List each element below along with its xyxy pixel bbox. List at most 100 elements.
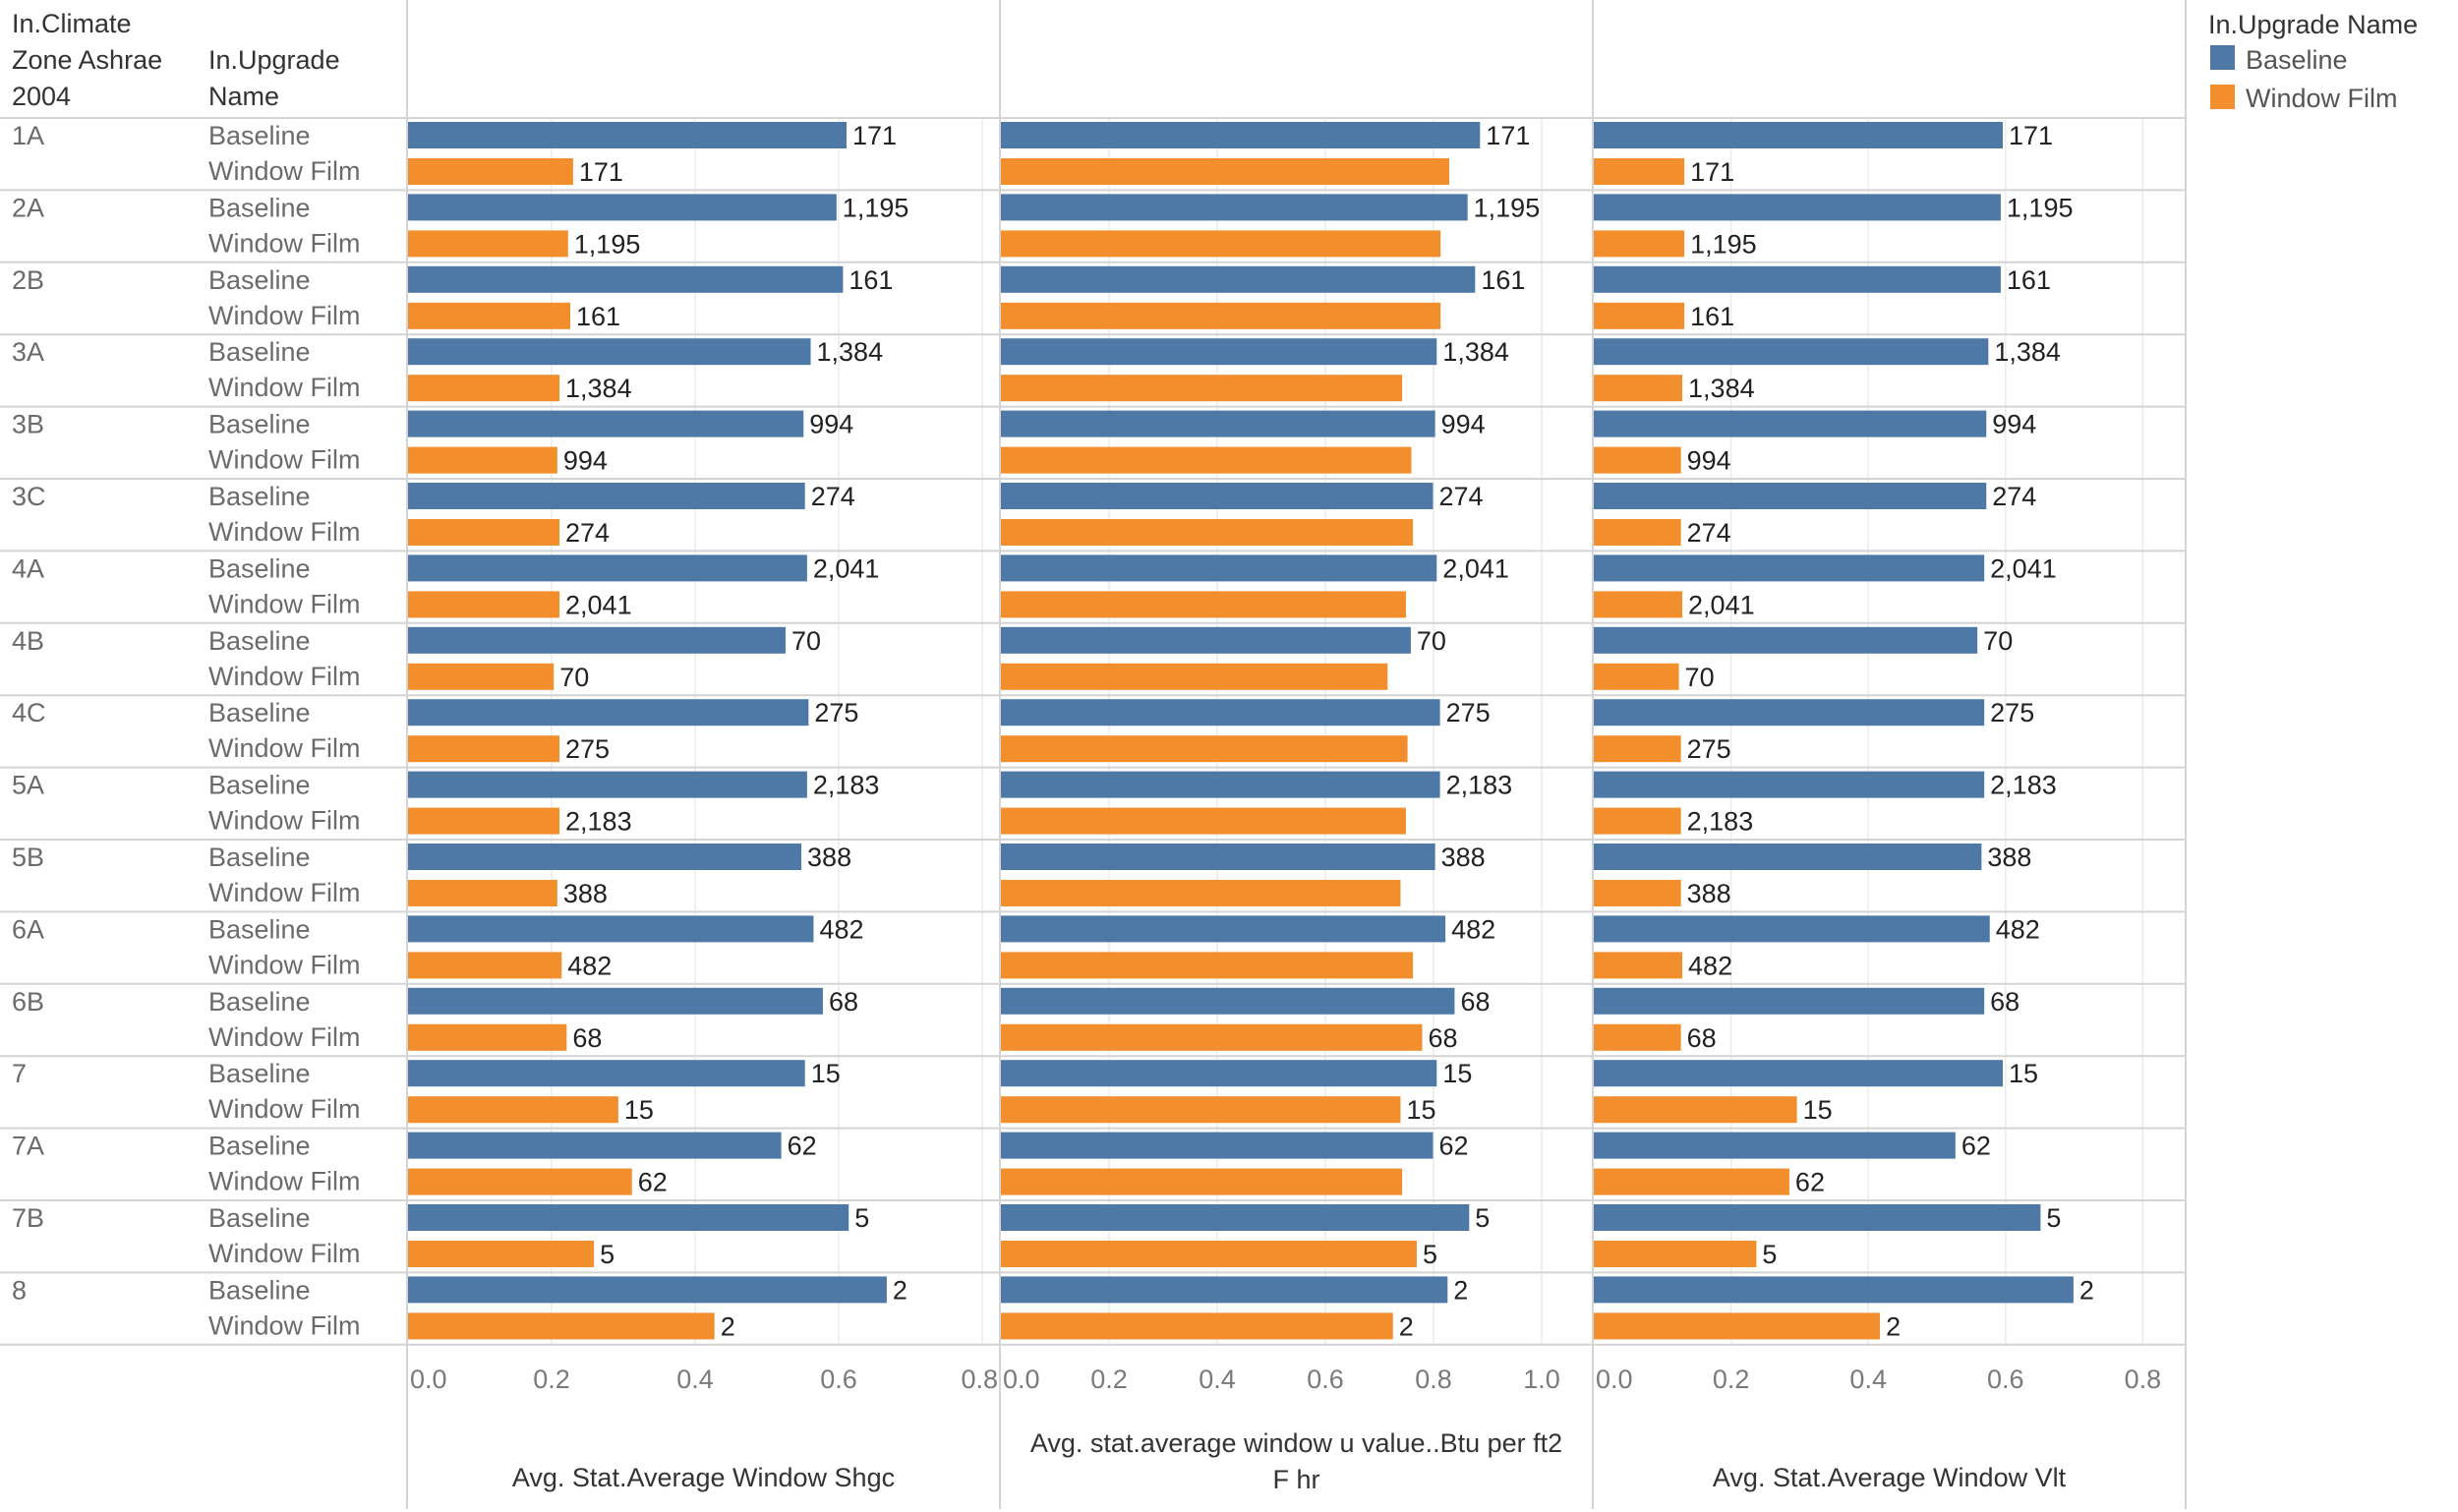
- bar-baseline: [1001, 122, 1481, 148]
- bar-window-film: [1001, 1312, 1393, 1340]
- bar-baseline: [408, 483, 805, 509]
- bar-value-label: 274: [811, 482, 855, 511]
- grid-layer: [551, 118, 2144, 1345]
- bar-value-label: 1,195: [1474, 193, 1541, 222]
- bar-baseline: [408, 915, 814, 943]
- bar-value-label: 274: [1687, 518, 1731, 548]
- upgrade-label: Window Film: [208, 517, 361, 547]
- upgrade-label: Window Film: [208, 445, 361, 475]
- bar-window-film: [1001, 663, 1388, 690]
- bar-value-label: 2,041: [1688, 590, 1755, 619]
- zone-label: 2A: [12, 193, 44, 222]
- bar-value-label: 2: [893, 1275, 907, 1305]
- bar-baseline: [1001, 771, 1440, 798]
- bar-value-label: 2,041: [1990, 553, 2057, 583]
- legend-label-window-film[interactable]: Window Film: [2246, 84, 2398, 113]
- bar-value-label: 171: [579, 157, 623, 187]
- upgrade-label: Baseline: [208, 1203, 311, 1233]
- bar-value-label: 5: [1475, 1203, 1490, 1233]
- bar-baseline: [1001, 915, 1446, 943]
- bar-window-film: [1594, 519, 1681, 546]
- bar-value-label: 68: [1990, 987, 2019, 1017]
- axis-title: F hr: [1272, 1465, 1319, 1494]
- bar-window-film: [408, 230, 568, 258]
- bar-baseline: [1001, 987, 1455, 1015]
- bar-baseline: [1594, 122, 2004, 148]
- axis-tick-label: 0.8: [961, 1365, 998, 1394]
- legend-label-baseline[interactable]: Baseline: [2246, 45, 2348, 75]
- bar-value-label: 68: [829, 987, 858, 1017]
- zone-label: 5A: [12, 771, 44, 800]
- bar-value-label: 171: [1486, 121, 1530, 150]
- bar-value-label: 161: [1481, 265, 1525, 295]
- bar-value-label: 1,384: [565, 374, 632, 403]
- bar-value-label: 388: [563, 879, 608, 908]
- upgrade-label: Window Film: [208, 228, 361, 258]
- upgrade-label: Baseline: [208, 626, 311, 656]
- bar-value-label: 68: [1428, 1023, 1457, 1053]
- zone-label: 7B: [12, 1203, 44, 1233]
- bar-value-label: 994: [1441, 410, 1486, 439]
- bar-baseline: [1594, 843, 1982, 870]
- bar-value-label: 15: [1442, 1059, 1472, 1088]
- bar-value-label: 15: [2009, 1059, 2038, 1088]
- bar-baseline: [408, 1060, 805, 1087]
- bar-value-label: 388: [1687, 879, 1731, 908]
- bar-value-label: 161: [1690, 302, 1734, 331]
- bar-baseline: [408, 626, 786, 654]
- upgrade-label: Baseline: [208, 410, 311, 439]
- legend-swatch-baseline[interactable]: [2210, 45, 2235, 70]
- upgrade-label: Baseline: [208, 843, 311, 872]
- upgrade-label: Baseline: [208, 1275, 311, 1305]
- bar-value-label: 2,041: [1442, 553, 1509, 583]
- bar-window-film: [408, 1312, 715, 1340]
- upgrade-label: Baseline: [208, 121, 311, 150]
- bar-baseline: [1001, 1204, 1470, 1231]
- axis-tick-label: 0.6: [1987, 1365, 2024, 1394]
- bar-window-film: [1594, 446, 1681, 474]
- bar-value-label: 1,195: [2007, 193, 2074, 222]
- frame-layer: [0, 0, 2187, 1509]
- bar-value-label: 1,384: [1688, 374, 1755, 403]
- axis-title: Avg. stat.average window u value..Btu pe…: [1030, 1428, 1562, 1458]
- bar-baseline: [1594, 1276, 2074, 1304]
- upgrade-label: Baseline: [208, 1059, 311, 1088]
- bar-value-label: 482: [1451, 914, 1495, 944]
- bar-value-label: 70: [1417, 626, 1446, 656]
- bar-value-label: 68: [1687, 1023, 1717, 1053]
- axis-tick-label: 0.2: [1090, 1365, 1128, 1394]
- bar-value-label: 70: [1685, 663, 1715, 692]
- upgrade-header-line-2: Name: [208, 82, 279, 111]
- bar-window-film: [408, 735, 560, 763]
- bar-value-label: 2,183: [1687, 807, 1754, 837]
- bar-baseline: [408, 771, 807, 798]
- bar-window-film: [408, 158, 573, 185]
- bar-window-film: [1594, 1241, 1757, 1267]
- bar-value-label: 171: [2009, 121, 2053, 150]
- axis-tick-label: 0.2: [533, 1365, 570, 1394]
- bar-window-film: [1001, 807, 1406, 835]
- upgrade-label: Window Film: [208, 1094, 361, 1124]
- bar-baseline: [408, 987, 823, 1015]
- bar-window-film: [1594, 591, 1683, 618]
- bar-window-film: [408, 1023, 567, 1051]
- bar-baseline: [1001, 554, 1437, 582]
- upgrade-label: Baseline: [208, 987, 311, 1017]
- bar-value-label: 994: [1992, 410, 2036, 439]
- bar-baseline: [1594, 626, 1978, 654]
- bar-window-film: [408, 1096, 618, 1124]
- zone-label: 6A: [12, 914, 44, 944]
- legend-swatch-window-film[interactable]: [2210, 85, 2235, 109]
- bar-baseline: [408, 843, 802, 870]
- upgrade-label: Window Film: [208, 589, 361, 618]
- bar-value-label: 2,183: [1446, 771, 1513, 800]
- bar-baseline: [1001, 1060, 1437, 1087]
- bar-window-film: [1001, 735, 1408, 763]
- zone-label: 4C: [12, 698, 46, 727]
- bar-value-label: 62: [638, 1168, 668, 1197]
- bar-window-film: [1594, 952, 1683, 979]
- bar-window-film: [1001, 952, 1414, 979]
- upgrade-label: Window Film: [208, 373, 361, 402]
- bar-value-label: 275: [1990, 698, 2034, 727]
- bar-baseline: [408, 1132, 782, 1159]
